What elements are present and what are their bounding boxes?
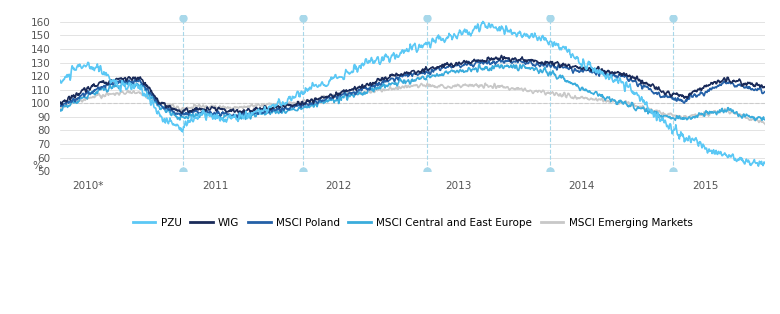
Legend: PZU, WIG, MSCI Poland, MSCI Central and East Europe, MSCI Emerging Markets: PZU, WIG, MSCI Poland, MSCI Central and …	[129, 213, 697, 232]
Point	[297, 15, 310, 20]
Point	[177, 15, 190, 20]
Point	[667, 169, 679, 174]
Text: %: %	[32, 161, 42, 171]
Point	[544, 15, 556, 20]
Point	[177, 169, 190, 174]
Point	[420, 15, 433, 20]
Point	[420, 169, 433, 174]
Point	[544, 169, 556, 174]
Point	[667, 15, 679, 20]
Point	[297, 169, 310, 174]
